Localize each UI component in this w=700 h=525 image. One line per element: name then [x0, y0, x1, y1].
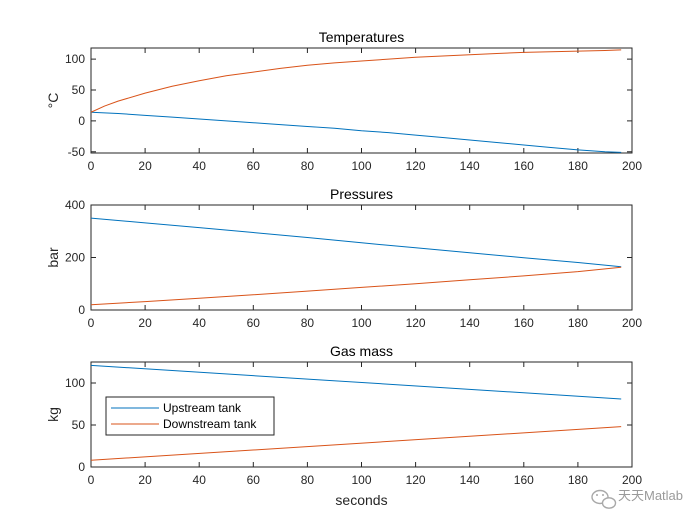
pressures-x-tick-label: 180	[568, 316, 588, 330]
temperatures-subplot: 0 20 40 60 80 100 120 140 160 180 200-50050100Temp…	[45, 29, 642, 173]
temperatures-title: Temperatures	[319, 29, 405, 45]
pressures-x-tick-label: 80	[301, 316, 315, 330]
gas-mass-x-tick-label: 120	[406, 473, 426, 487]
pressures-x-tick-label: 60	[247, 316, 261, 330]
gas-mass-x-tick-label: 200	[622, 473, 642, 487]
pressures-y-axis-label: bar	[45, 247, 61, 268]
temperatures-x-tick-label: 200	[622, 159, 642, 173]
temperatures-y-tick-label: 100	[65, 52, 85, 66]
pressures-x-tick-label: 160	[514, 316, 534, 330]
temperatures-x-tick-label: 0	[88, 159, 95, 173]
pressures-y-tick-label: 200	[65, 251, 85, 265]
pressures-y-tick-label: 400	[65, 198, 85, 212]
temperatures-series-downstream-line	[90, 49, 622, 113]
gas-mass-x-tick-label: 180	[568, 473, 588, 487]
temperatures-x-tick-label: 60	[247, 159, 261, 173]
temperatures-x-tick-label: 20	[138, 159, 152, 173]
gas-mass-x-tick-label: 160	[514, 473, 534, 487]
gas-mass-x-tick-label: 20	[138, 473, 152, 487]
temperatures-x-tick-label: 80	[301, 159, 315, 173]
pressures-x-tick-label: 200	[622, 316, 642, 330]
gas-mass-x-tick-label: 0	[88, 473, 95, 487]
temperatures-x-tick-label: 120	[406, 159, 426, 173]
gas-mass-y-tick-label: 100	[65, 376, 85, 390]
gas-mass-x-tick-label: 60	[247, 473, 261, 487]
pressures-series-downstream-line	[90, 266, 622, 306]
legend: Upstream tank Downstream tank	[105, 396, 275, 436]
temperatures-y-tick-label: -50	[68, 145, 86, 159]
pressures-title: Pressures	[330, 186, 393, 202]
pressures-x-tick-label: 0	[88, 316, 95, 330]
temperatures-x-tick-label: 140	[460, 159, 480, 173]
temperatures-axes-box	[90, 47, 633, 154]
temperatures-y-tick-label: 50	[72, 83, 86, 97]
gas-mass-x-axis-label: seconds	[335, 492, 387, 508]
watermark-text: 天天Matlab	[618, 488, 683, 503]
temperatures-x-tick-label: 160	[514, 159, 534, 173]
gas-mass-x-tick-label: 80	[301, 473, 315, 487]
pressures-axes-box	[90, 204, 633, 311]
wechat-icon	[591, 489, 617, 509]
legend-label-downstream-tank: Downstream tank	[163, 417, 257, 431]
gas-mass-x-tick-label: 100	[351, 473, 371, 487]
plots-layer: 0 20 40 60 80 100 120 140 160 180 200-50050100Temp…	[45, 29, 642, 508]
temperatures-x-tick-label: 180	[568, 159, 588, 173]
pressures-x-tick-label: 40	[193, 316, 207, 330]
gas-mass-y-tick-label: 0	[78, 460, 85, 474]
gas-mass-x-tick-label: 140	[460, 473, 480, 487]
gas-mass-title: Gas mass	[330, 343, 393, 359]
watermark: 天天Matlab	[591, 488, 683, 509]
gas-mass-y-tick-label: 50	[72, 418, 86, 432]
gas-mass-subplot: 0 20 40 60 80 100 120 140 160 180 200 0 50 100 Gas mas…	[45, 343, 642, 508]
pressures-subplot: 0 20 40 60 80 100 120 140 160 180 200 0 200 400 Pressu…	[45, 186, 642, 330]
pressures-x-tick-label: 20	[138, 316, 152, 330]
legend-label-upstream-tank: Upstream tank	[163, 401, 242, 415]
gas-mass-y-axis-label: kg	[45, 407, 61, 422]
pressures-x-tick-label: 120	[406, 316, 426, 330]
pressures-x-tick-label: 100	[351, 316, 371, 330]
temperatures-y-axis-label: °C	[45, 93, 61, 109]
pressures-x-tick-label: 140	[460, 316, 480, 330]
pressures-y-tick-label: 0	[78, 303, 85, 317]
temperatures-series-upstream-line	[90, 111, 622, 153]
gas-mass-series-upstream-line	[90, 364, 622, 400]
legend-box	[105, 396, 275, 436]
temperatures-x-tick-label: 40	[193, 159, 207, 173]
temperatures-y-tick-label: 0	[78, 114, 85, 128]
pressures-series-upstream-line	[90, 217, 622, 268]
gas-mass-x-tick-label: 40	[193, 473, 207, 487]
gas-mass-series-downstream-line	[90, 426, 622, 461]
temperatures-x-tick-label: 100	[351, 159, 371, 173]
